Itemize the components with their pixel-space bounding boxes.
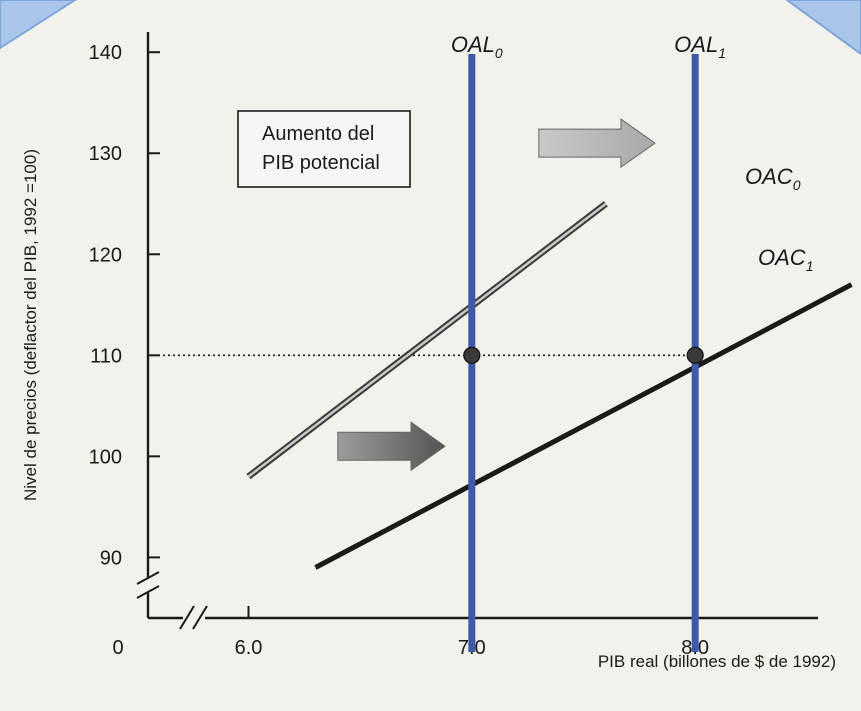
label-oal0: OAL0 bbox=[451, 32, 503, 61]
equilibrium-points bbox=[463, 346, 704, 364]
annotation-line-1: Aumento del bbox=[262, 123, 374, 145]
y-axis-label: Nivel de precios (deflactor del PIB, 199… bbox=[21, 149, 40, 501]
shift-arrow-0 bbox=[538, 118, 656, 169]
x-axis-break bbox=[179, 605, 208, 630]
y-tick-label-5: 140 bbox=[89, 42, 122, 64]
label-oac1: OAC1 bbox=[758, 245, 813, 274]
label-oac0: OAC0 bbox=[745, 164, 801, 193]
x-ticks: 06.07.08.0 bbox=[112, 606, 709, 659]
supply-curves bbox=[246, 201, 853, 570]
label-oal1: OAL1 bbox=[674, 32, 726, 61]
x-tick-label-0: 0 bbox=[112, 637, 123, 659]
curve-labels: OAL0 OAL1 OAC0 OAC1 bbox=[451, 32, 814, 274]
y-tick-label-1: 100 bbox=[89, 446, 122, 468]
y-axis-break bbox=[136, 571, 160, 599]
y-ticks: 90 100 110 120 130 140 bbox=[89, 42, 160, 569]
x-tick-label-1: 6.0 bbox=[235, 637, 263, 659]
annotation-line-2: PIB potencial bbox=[262, 152, 380, 174]
y-tick-label-2: 110 bbox=[90, 345, 122, 367]
y-tick-label-3: 120 bbox=[89, 244, 122, 266]
corner-shape-left bbox=[0, 0, 77, 50]
x-axis-label: PIB real (billones de $ de 1992) bbox=[598, 652, 836, 671]
shift-arrow-1 bbox=[337, 421, 446, 472]
equilibrium-point-0 bbox=[463, 346, 481, 364]
annotation-box: Aumento del PIB potencial bbox=[237, 110, 411, 188]
curve-oac0 bbox=[246, 201, 608, 480]
y-tick-label-4: 130 bbox=[89, 143, 122, 165]
curve-oac1 bbox=[314, 282, 853, 570]
shift-arrows bbox=[337, 118, 656, 472]
corner-shape-right bbox=[785, 0, 861, 56]
equilibrium-point-1 bbox=[686, 346, 704, 364]
y-tick-label-0: 90 bbox=[100, 547, 122, 569]
